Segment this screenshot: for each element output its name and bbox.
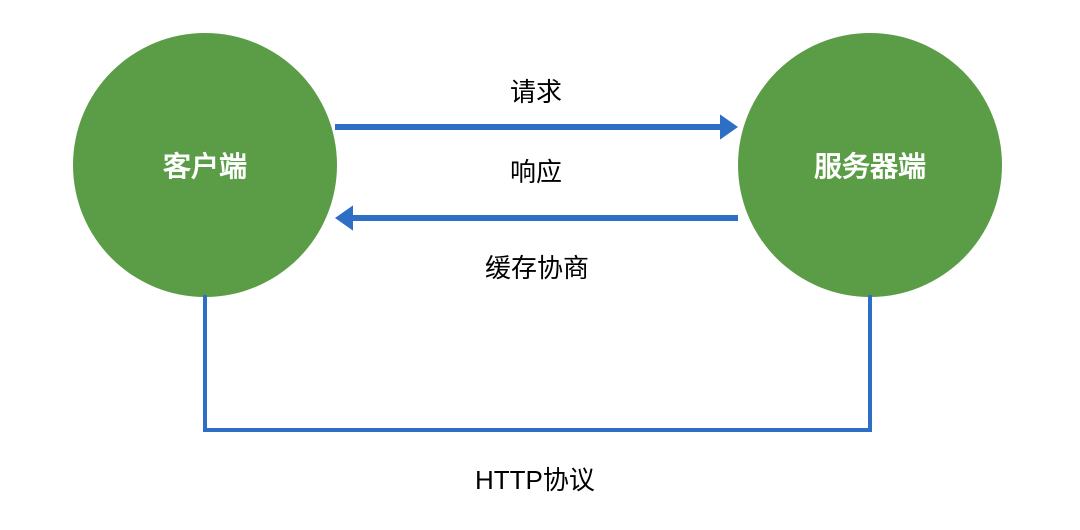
response-label: 响应 xyxy=(510,152,562,189)
client-node: 客户端 xyxy=(73,33,337,297)
request-label: 请求 xyxy=(510,72,562,109)
cache-negotiation-label: 缓存协商 xyxy=(485,248,589,285)
http-protocol-label: HTTP协议 xyxy=(475,460,595,497)
server-label: 服务器端 xyxy=(814,145,926,185)
client-label: 客户端 xyxy=(163,145,247,185)
server-node: 服务器端 xyxy=(738,33,1002,297)
